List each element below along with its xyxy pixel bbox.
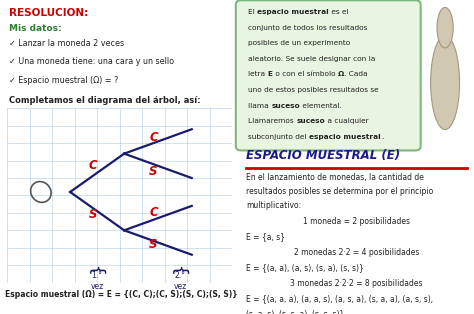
Text: Completamos el diagrama del árbol, así:: Completamos el diagrama del árbol, así: bbox=[9, 96, 201, 105]
Text: E: E bbox=[268, 71, 273, 77]
Text: aleatorio. Se suele designar con la: aleatorio. Se suele designar con la bbox=[248, 56, 375, 62]
Text: o con el símbolo: o con el símbolo bbox=[273, 71, 338, 77]
Text: Espacio muestral (Ω) = E = {(C, C);(C, S);(S, C);(S, S)}: Espacio muestral (Ω) = E = {(C, C);(C, S… bbox=[5, 290, 237, 300]
Text: elemental.: elemental. bbox=[300, 102, 342, 109]
Text: E = {a, s}: E = {a, s} bbox=[246, 232, 285, 241]
Text: suceso: suceso bbox=[296, 118, 325, 124]
FancyBboxPatch shape bbox=[236, 0, 421, 150]
Text: S: S bbox=[149, 165, 158, 178]
Text: Mis datos:: Mis datos: bbox=[9, 24, 62, 33]
Text: En el lanzamiento de monedas, la cantidad de: En el lanzamiento de monedas, la cantida… bbox=[246, 172, 424, 181]
Text: ✓ Lanzar la moneda 2 veces: ✓ Lanzar la moneda 2 veces bbox=[9, 39, 125, 48]
Text: a cualquier: a cualquier bbox=[325, 118, 368, 124]
Text: RESOLUCION:: RESOLUCION: bbox=[9, 8, 89, 18]
Ellipse shape bbox=[430, 35, 459, 129]
Text: ✓ Espacio muestral (Ω) = ?: ✓ Espacio muestral (Ω) = ? bbox=[9, 76, 119, 85]
Text: S: S bbox=[89, 208, 97, 221]
Text: ESPACIO MUESTRAL (E): ESPACIO MUESTRAL (E) bbox=[246, 149, 401, 162]
Text: }: } bbox=[172, 261, 190, 273]
Text: (s, a, s), (s, s, a), (s, s, s)}: (s, a, s), (s, s, a), (s, s, s)} bbox=[246, 310, 345, 314]
Text: S: S bbox=[149, 238, 158, 251]
Text: 1.°: 1.° bbox=[91, 271, 103, 280]
Text: uno de estos posibles resultados se: uno de estos posibles resultados se bbox=[248, 87, 379, 93]
Text: 2 monedas 2·2 = 4 posibilidades: 2 monedas 2·2 = 4 posibilidades bbox=[294, 248, 419, 257]
Text: vez: vez bbox=[91, 282, 104, 291]
Text: C: C bbox=[149, 206, 158, 219]
Text: letra: letra bbox=[248, 71, 268, 77]
Text: es el: es el bbox=[329, 9, 349, 15]
Text: espacio muestral: espacio muestral bbox=[257, 9, 329, 15]
Text: C: C bbox=[149, 132, 158, 144]
Text: .: . bbox=[381, 134, 383, 140]
Text: posibles de un experimento: posibles de un experimento bbox=[248, 40, 350, 46]
Text: El: El bbox=[248, 9, 257, 15]
Text: conjunto de todos los resultados: conjunto de todos los resultados bbox=[248, 24, 368, 30]
Text: 3 monedas 2·2·2 = 8 posibilidades: 3 monedas 2·2·2 = 8 posibilidades bbox=[291, 279, 423, 288]
Text: vez: vez bbox=[174, 282, 187, 291]
Text: }: } bbox=[88, 261, 106, 273]
Text: llama: llama bbox=[248, 102, 272, 109]
Text: Llamaremos: Llamaremos bbox=[248, 118, 296, 124]
Text: . Cada: . Cada bbox=[344, 71, 368, 77]
Text: multiplicativo:: multiplicativo: bbox=[246, 201, 301, 210]
Ellipse shape bbox=[437, 8, 453, 48]
Text: suceso: suceso bbox=[272, 102, 300, 109]
Text: E = {(a, a), (a, s), (s, a), (s, s)}: E = {(a, a), (a, s), (s, a), (s, s)} bbox=[246, 263, 365, 272]
Text: C: C bbox=[88, 159, 97, 172]
Text: resultados posibles se determina por el principio: resultados posibles se determina por el … bbox=[246, 187, 434, 196]
Text: 2.°: 2.° bbox=[175, 271, 186, 280]
Text: 1 moneda = 2 posibilidades: 1 moneda = 2 posibilidades bbox=[303, 217, 410, 226]
Text: ✓ Una moneda tiene: una cara y un sello: ✓ Una moneda tiene: una cara y un sello bbox=[9, 57, 174, 67]
Text: E = {(a, a, a), (a, a, s), (a, s, a), (s, a, a), (a, s, s),: E = {(a, a, a), (a, a, s), (a, s, a), (s… bbox=[246, 294, 434, 303]
Text: subconjunto del: subconjunto del bbox=[248, 134, 309, 140]
Text: Ω: Ω bbox=[338, 71, 344, 77]
Text: espacio muestral: espacio muestral bbox=[309, 134, 381, 140]
